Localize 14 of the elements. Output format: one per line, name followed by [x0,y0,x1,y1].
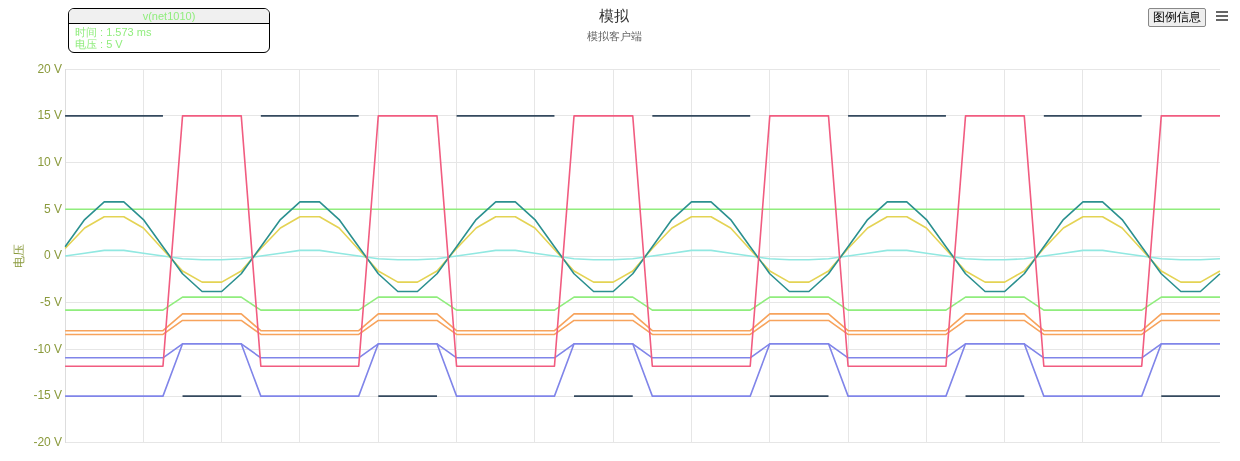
y-tick-label: 20 V [37,61,63,76]
y-tick-label: -15 V [33,388,63,403]
y-tick-label: 0 V [44,248,63,263]
y-tick-label: 10 V [37,154,63,169]
y-tick-label: -10 V [33,341,63,356]
y-tick-label: 5 V [44,201,63,216]
y-tick-label: -20 V [33,435,63,450]
chart-subtitle: 模拟客户端 [586,29,642,42]
y-axis-title: 电压 [11,244,26,268]
text: 图例信息 [1148,8,1206,27]
tooltip-box: v(net1010) 时间 : 1.573 ms 电压 : 5 V [68,8,270,53]
chart-title: 模拟 [599,7,630,25]
y-tick-label: 15 V [37,108,63,123]
y-tick-label: -5 V [40,295,63,310]
